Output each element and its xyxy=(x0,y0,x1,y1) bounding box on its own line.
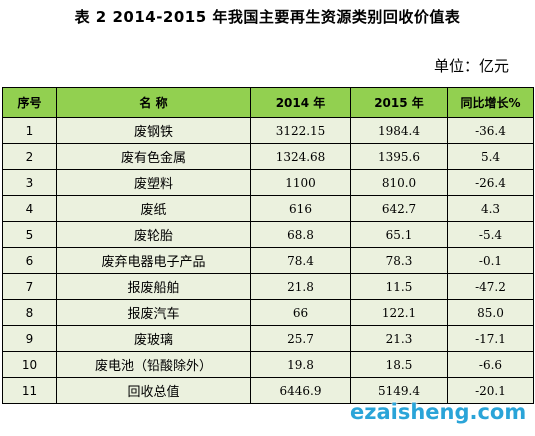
cell-name: 废纸 xyxy=(56,195,251,222)
cell-2015: 65.1 xyxy=(350,221,448,248)
cell-name: 回收总值 xyxy=(56,377,251,404)
table-title: 表 2 2014-2015 年我国主要再生资源类别回收价值表 xyxy=(74,8,461,26)
cell-2015: 1984.4 xyxy=(350,117,448,144)
header-2015: 2015 年 xyxy=(350,87,448,118)
cell-2015: 122.1 xyxy=(350,299,448,326)
cell-name: 废轮胎 xyxy=(56,221,251,248)
cell-no: 2 xyxy=(2,143,57,170)
cell-2015: 18.5 xyxy=(350,351,448,378)
table-row: 9 废玻璃 25.7 21.3 -17.1 xyxy=(2,325,534,352)
header-row: 序号 名 称 2014 年 2015 年 同比增长% xyxy=(2,87,534,118)
cell-growth: -17.1 xyxy=(447,325,534,352)
cell-2014: 3122.15 xyxy=(250,117,351,144)
cell-2015: 21.3 xyxy=(350,325,448,352)
cell-name: 废钢铁 xyxy=(56,117,251,144)
cell-name: 报废汽车 xyxy=(56,299,251,326)
cell-growth: 85.0 xyxy=(447,299,534,326)
cell-2015: 1395.6 xyxy=(350,143,448,170)
cell-no: 1 xyxy=(2,117,57,144)
table-row: 6 废弃电器电子产品 78.4 78.3 -0.1 xyxy=(2,247,534,274)
cell-growth: 5.4 xyxy=(447,143,534,170)
table-row: 11 回收总值 6446.9 5149.4 -20.1 xyxy=(2,377,534,404)
cell-2014: 1100 xyxy=(250,169,351,196)
cell-no: 7 xyxy=(2,273,57,300)
cell-2014: 1324.68 xyxy=(250,143,351,170)
cell-2014: 68.8 xyxy=(250,221,351,248)
cell-name: 废玻璃 xyxy=(56,325,251,352)
cell-growth: 4.3 xyxy=(447,195,534,222)
cell-2014: 66 xyxy=(250,299,351,326)
cell-name: 废弃电器电子产品 xyxy=(56,247,251,274)
table-row: 8 报废汽车 66 122.1 85.0 xyxy=(2,299,534,326)
table-row: 3 废塑料 1100 810.0 -26.4 xyxy=(2,169,534,196)
table-row: 4 废纸 616 642.7 4.3 xyxy=(2,195,534,222)
cell-2015: 78.3 xyxy=(350,247,448,274)
cell-name: 废有色金属 xyxy=(56,143,251,170)
cell-name: 废电池（铅酸除外） xyxy=(56,351,251,378)
table-row: 7 报废船舶 21.8 11.5 -47.2 xyxy=(2,273,534,300)
cell-growth: -20.1 xyxy=(447,377,534,404)
cell-growth: -26.4 xyxy=(447,169,534,196)
cell-2014: 6446.9 xyxy=(250,377,351,404)
cell-growth: -5.4 xyxy=(447,221,534,248)
cell-growth: -0.1 xyxy=(447,247,534,274)
cell-2014: 616 xyxy=(250,195,351,222)
table-row: 2 废有色金属 1324.68 1395.6 5.4 xyxy=(2,143,534,170)
cell-no: 9 xyxy=(2,325,57,352)
cell-no: 5 xyxy=(2,221,57,248)
cell-no: 4 xyxy=(2,195,57,222)
unit-label: 单位：亿元 xyxy=(433,57,509,75)
cell-2014: 21.8 xyxy=(250,273,351,300)
cell-2015: 642.7 xyxy=(350,195,448,222)
header-name: 名 称 xyxy=(56,87,251,118)
cell-growth: -47.2 xyxy=(447,273,534,300)
header-no: 序号 xyxy=(2,87,57,118)
cell-no: 10 xyxy=(2,351,57,378)
cell-name: 报废船舶 xyxy=(56,273,251,300)
cell-no: 6 xyxy=(2,247,57,274)
cell-no: 8 xyxy=(2,299,57,326)
cell-growth: -6.6 xyxy=(447,351,534,378)
recycling-value-table: 序号 名 称 2014 年 2015 年 同比增长% 1 废钢铁 3122.15… xyxy=(2,87,534,404)
header-growth: 同比增长% xyxy=(447,87,534,118)
table-row: 10 废电池（铅酸除外） 19.8 18.5 -6.6 xyxy=(2,351,534,378)
table-row: 1 废钢铁 3122.15 1984.4 -36.4 xyxy=(2,117,534,144)
table-row: 5 废轮胎 68.8 65.1 -5.4 xyxy=(2,221,534,248)
cell-name: 废塑料 xyxy=(56,169,251,196)
cell-no: 11 xyxy=(2,377,57,404)
cell-2014: 78.4 xyxy=(250,247,351,274)
header-2014: 2014 年 xyxy=(250,87,351,118)
cell-growth: -36.4 xyxy=(447,117,534,144)
cell-2014: 25.7 xyxy=(250,325,351,352)
cell-2014: 19.8 xyxy=(250,351,351,378)
cell-no: 3 xyxy=(2,169,57,196)
cell-2015: 810.0 xyxy=(350,169,448,196)
cell-2015: 5149.4 xyxy=(350,377,448,404)
site-watermark: ezaisheng.com xyxy=(350,400,527,424)
cell-2015: 11.5 xyxy=(350,273,448,300)
